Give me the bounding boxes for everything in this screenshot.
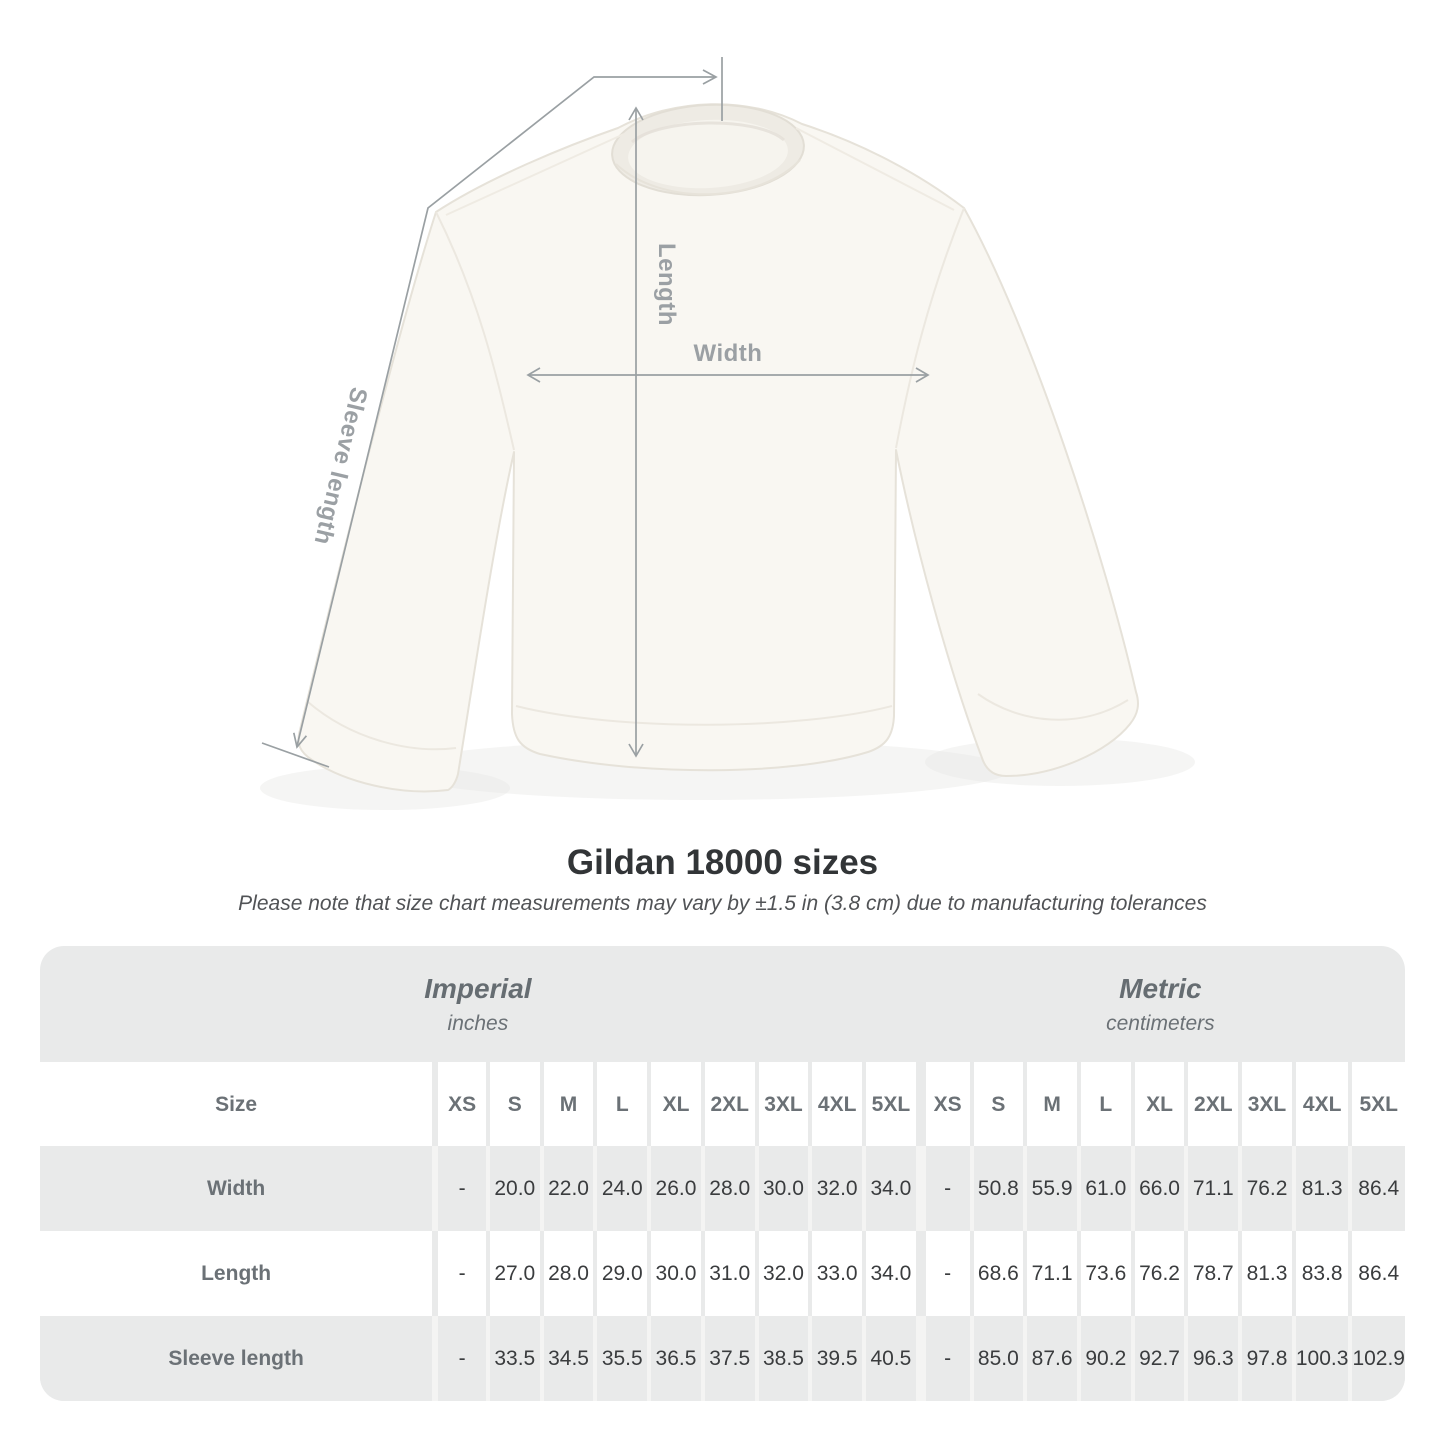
imperial-group-header: Imperial inches (40, 946, 916, 1062)
tolerance-note: Please note that size chart measurements… (238, 892, 1207, 915)
sweatshirt-diagram: Width Length Sleeve length (260, 57, 1195, 810)
value-cell: 87.6 (1023, 1316, 1077, 1401)
size-table: Imperial inches Metric centimeters Size … (40, 946, 1405, 1401)
value-cell: 28.0 (539, 1231, 594, 1316)
value-cell: 38.5 (754, 1316, 809, 1401)
imperial-size-header: 4XL (808, 1062, 863, 1146)
length-label: Length (653, 243, 680, 326)
value-cell: - (432, 1316, 486, 1401)
value-cell: 30.0 (754, 1146, 809, 1231)
size-column-header: Size (40, 1062, 433, 1146)
value-cell: 50.8 (969, 1146, 1024, 1231)
value-cell: 71.1 (1184, 1146, 1239, 1231)
width-label: Width (694, 340, 763, 367)
row-label-sleeve-length: Sleeve length (40, 1316, 433, 1401)
value-cell: 100.3 (1291, 1316, 1349, 1401)
value-cell: 33.0 (808, 1231, 863, 1316)
metric-group-header: Metric centimeters (916, 946, 1405, 1062)
value-cell: - (915, 1146, 970, 1231)
value-cell: 81.3 (1291, 1146, 1349, 1231)
value-cell: 27.0 (485, 1231, 540, 1316)
value-cell: 30.0 (647, 1231, 701, 1316)
imperial-size-header: S (485, 1062, 540, 1146)
metric-size-header: 2XL (1184, 1062, 1239, 1146)
value-cell: 90.2 (1076, 1316, 1131, 1401)
value-cell: 86.4 (1348, 1146, 1405, 1231)
row-label-width: Width (40, 1146, 433, 1231)
imperial-size-header: 3XL (754, 1062, 809, 1146)
imperial-size-header: L (593, 1062, 648, 1146)
metric-size-header: 3XL (1238, 1062, 1292, 1146)
value-cell: 36.5 (647, 1316, 701, 1401)
metric-size-header: XL (1130, 1062, 1185, 1146)
value-cell: 34.0 (862, 1146, 916, 1231)
metric-size-header: M (1023, 1062, 1077, 1146)
value-cell: 28.0 (700, 1146, 755, 1231)
value-cell: 76.2 (1130, 1231, 1185, 1316)
value-cell: 81.3 (1238, 1231, 1292, 1316)
value-cell: 61.0 (1076, 1146, 1131, 1231)
value-cell: 73.6 (1076, 1231, 1131, 1316)
page-title: Gildan 18000 sizes (566, 843, 879, 882)
metric-size-header: 5XL (1348, 1062, 1405, 1146)
value-cell: - (915, 1231, 970, 1316)
metric-size-header: 4XL (1291, 1062, 1349, 1146)
width-measure-line (526, 367, 930, 383)
sweatshirt-illustration (297, 103, 1139, 793)
metric-size-header: XS (915, 1062, 970, 1146)
value-cell: 24.0 (593, 1146, 648, 1231)
value-cell: 32.0 (808, 1146, 863, 1231)
value-cell: 31.0 (700, 1231, 755, 1316)
metric-group-unit: centimeters (1106, 1011, 1215, 1035)
value-cell: 97.8 (1238, 1316, 1292, 1401)
value-cell: 32.0 (754, 1231, 809, 1316)
value-cell: 37.5 (700, 1316, 755, 1401)
imperial-group-title: Imperial (424, 972, 532, 1004)
product-measurement-diagram: Width Length Sleeve length (260, 57, 1195, 810)
value-cell: 33.5 (485, 1316, 540, 1401)
value-cell: 86.4 (1348, 1231, 1405, 1316)
value-cell: 83.8 (1291, 1231, 1349, 1316)
sleeve-measure-line (261, 57, 723, 768)
value-cell: 40.5 (862, 1316, 916, 1401)
value-cell: 55.9 (1023, 1146, 1077, 1231)
value-cell: 22.0 (539, 1146, 594, 1231)
value-cell: 102.9 (1348, 1316, 1405, 1401)
value-cell: - (432, 1146, 486, 1231)
value-cell: 34.5 (539, 1316, 594, 1401)
value-cell: - (915, 1316, 970, 1401)
metric-size-header: S (969, 1062, 1024, 1146)
length-measure-line (628, 106, 644, 758)
value-cell: 71.1 (1023, 1231, 1077, 1316)
row-label-length: Length (40, 1231, 433, 1316)
value-cell: 68.6 (969, 1231, 1024, 1316)
value-cell: 96.3 (1184, 1316, 1239, 1401)
value-cell: 35.5 (593, 1316, 648, 1401)
value-cell: 85.0 (969, 1316, 1024, 1401)
imperial-size-header: 5XL (862, 1062, 916, 1146)
value-cell: 78.7 (1184, 1231, 1239, 1316)
imperial-size-header: XL (647, 1062, 701, 1146)
value-cell: 26.0 (647, 1146, 701, 1231)
value-cell: 66.0 (1130, 1146, 1185, 1231)
value-cell: 39.5 (808, 1316, 863, 1401)
value-cell: 34.0 (862, 1231, 916, 1316)
value-cell: 92.7 (1130, 1316, 1185, 1401)
imperial-size-header: XS (432, 1062, 486, 1146)
value-cell: - (432, 1231, 486, 1316)
value-cell: 76.2 (1238, 1146, 1292, 1231)
imperial-size-header: M (539, 1062, 594, 1146)
value-cell: 20.0 (485, 1146, 540, 1231)
imperial-size-header: 2XL (700, 1062, 755, 1146)
metric-size-header: L (1076, 1062, 1131, 1146)
metric-group-title: Metric (1119, 972, 1202, 1004)
value-cell: 29.0 (593, 1231, 648, 1316)
imperial-group-unit: inches (447, 1011, 509, 1035)
measurement-overlay (261, 57, 930, 768)
